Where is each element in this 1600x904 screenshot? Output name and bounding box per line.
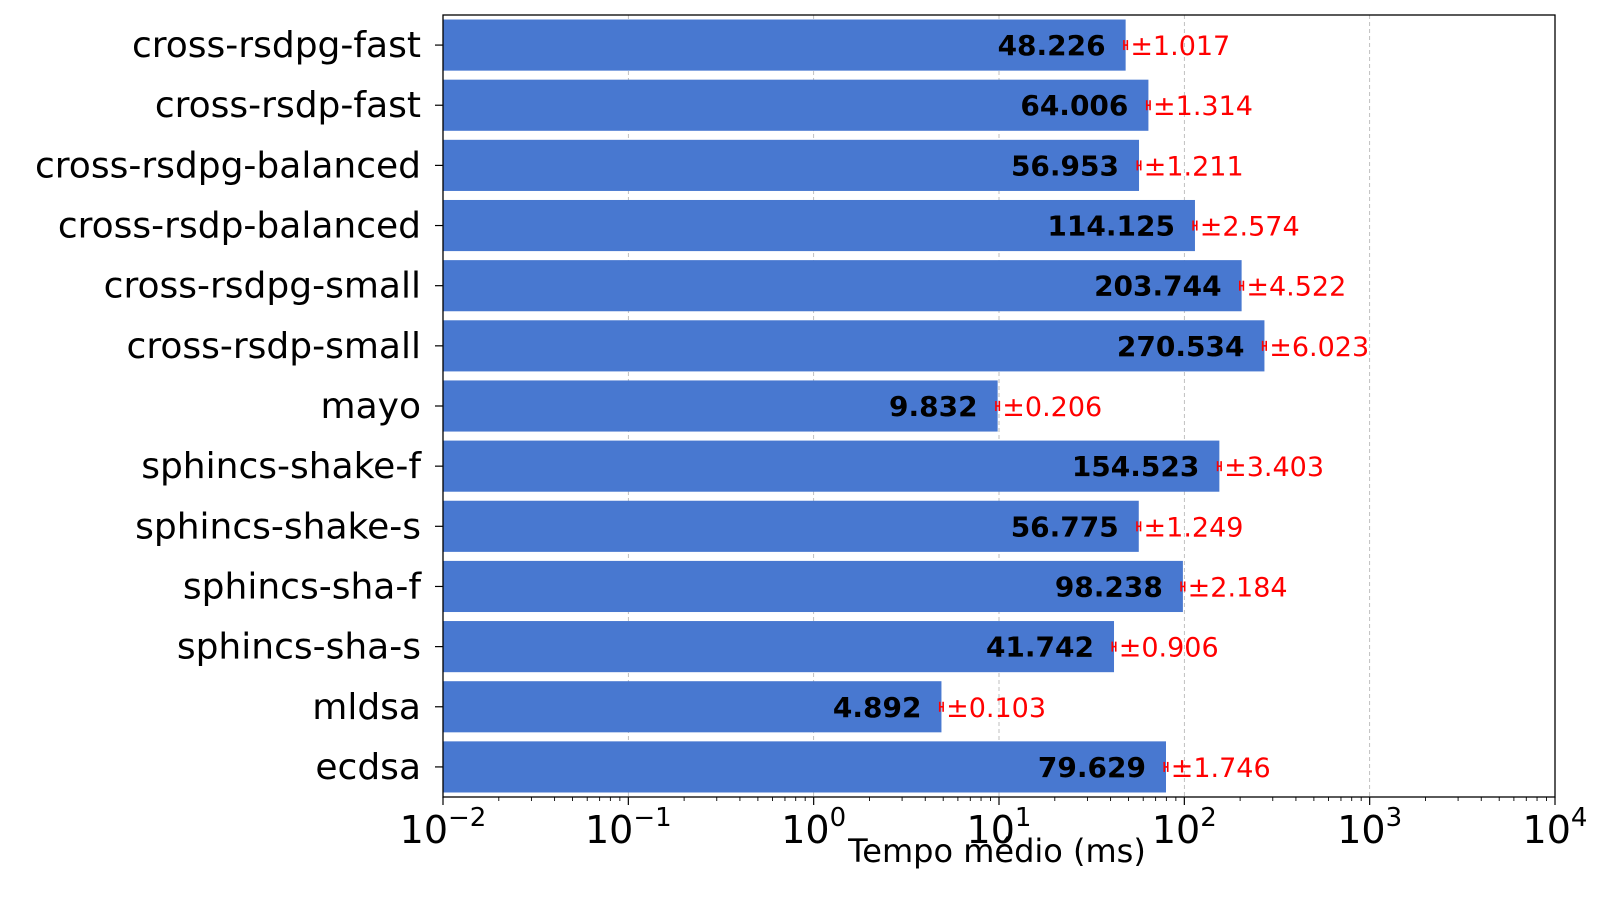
labels: 48.226 ±1.017 cross-rsdpg-fast 64.006 ±1.314… — [35, 25, 1587, 852]
error-bar-7 — [1216, 461, 1222, 472]
error-bar-5 — [1261, 340, 1268, 351]
value-label-8: 56.775 — [1011, 510, 1119, 543]
error-label-6: ±0.206 — [1002, 392, 1102, 423]
category-label-3: cross-rsdp-balanced — [58, 206, 421, 247]
x-tick-label-exponent: 2 — [1200, 803, 1217, 833]
category-label-5: cross-rsdp-small — [127, 326, 421, 367]
category-label-7: sphincs-shake-f — [141, 446, 422, 487]
x-tick-label-base: 10 — [967, 808, 1015, 852]
category-label-0: cross-rsdpg-fast — [132, 25, 421, 66]
x-tick-label-2: 100 — [781, 803, 846, 852]
error-label-12: ±1.746 — [1171, 753, 1271, 784]
error-bar-11 — [938, 701, 944, 712]
error-label-3: ±2.574 — [1200, 212, 1300, 243]
error-bar-10 — [1111, 641, 1117, 652]
x-tick-label-1: 10−1 — [585, 803, 672, 852]
error-bar-12 — [1163, 761, 1169, 772]
value-label-1: 64.006 — [1020, 89, 1128, 122]
error-bar-9 — [1180, 581, 1186, 592]
error-bar-3 — [1192, 220, 1198, 231]
bar-8 — [443, 500, 1139, 552]
bar-0 — [443, 19, 1126, 71]
bar-3 — [443, 199, 1195, 252]
x-tick-label-exponent: −1 — [633, 803, 671, 833]
x-tick-label-base: 10 — [1152, 808, 1200, 852]
error-bar-1 — [1145, 100, 1151, 111]
value-label-5: 270.534 — [1117, 330, 1245, 363]
error-label-0: ±1.017 — [1130, 31, 1230, 62]
error-label-8: ±1.249 — [1144, 512, 1244, 543]
category-label-9: sphincs-sha-f — [183, 566, 422, 607]
category-label-4: cross-rsdpg-small — [104, 266, 421, 307]
error-label-2: ±1.211 — [1144, 151, 1244, 182]
value-label-4: 203.744 — [1094, 270, 1222, 303]
category-label-8: sphincs-shake-s — [135, 506, 421, 547]
category-label-12: ecdsa — [315, 747, 421, 788]
value-label-10: 41.742 — [986, 631, 1094, 664]
bar-2 — [443, 139, 1140, 191]
error-label-9: ±2.184 — [1188, 572, 1288, 603]
value-label-6: 9.832 — [889, 390, 978, 423]
error-label-7: ±3.403 — [1224, 452, 1324, 483]
category-label-11: mldsa — [312, 687, 421, 728]
bar-7 — [443, 440, 1220, 492]
bars — [443, 19, 1268, 793]
value-label-7: 154.523 — [1072, 450, 1200, 483]
category-label-2: cross-rsdpg-balanced — [35, 145, 421, 186]
value-label-3: 114.125 — [1047, 210, 1175, 243]
x-tick-label-base: 10 — [1523, 808, 1571, 852]
bar-5 — [443, 320, 1265, 372]
value-label-11: 4.892 — [833, 691, 922, 724]
error-label-5: ±6.023 — [1269, 332, 1369, 363]
x-tick-label-0: 10−2 — [400, 803, 487, 852]
x-tick-label-exponent: 4 — [1571, 803, 1588, 833]
error-label-10: ±0.906 — [1119, 633, 1219, 664]
bar-4 — [443, 260, 1242, 312]
error-bar-6 — [995, 401, 1001, 411]
bar-1 — [443, 79, 1149, 131]
value-label-0: 48.226 — [998, 29, 1106, 62]
category-label-1: cross-rsdp-fast — [155, 85, 421, 126]
x-tick-label-4: 102 — [1152, 803, 1217, 852]
value-label-12: 79.629 — [1038, 751, 1146, 784]
bar-12 — [443, 741, 1166, 793]
bar-6 — [443, 380, 998, 432]
error-bar-0 — [1123, 40, 1129, 51]
error-label-11: ±0.103 — [946, 693, 1046, 724]
bar-10 — [443, 621, 1115, 673]
x-tick-label-base: 10 — [400, 808, 448, 852]
x-tick-label-base: 10 — [1337, 808, 1385, 852]
x-tick-label-exponent: 0 — [830, 803, 847, 833]
x-axis-label: Tempo médio (ms) — [847, 832, 1146, 870]
x-tick-label-5: 103 — [1337, 803, 1402, 852]
error-bar-8 — [1136, 521, 1142, 532]
bar-9 — [443, 560, 1183, 613]
x-tick-label-exponent: 1 — [1015, 803, 1032, 833]
x-tick-label-exponent: 3 — [1386, 803, 1403, 833]
x-tick-label-exponent: −2 — [448, 803, 486, 833]
x-tick-label-3: 101 — [967, 803, 1032, 852]
x-tick-label-6: 104 — [1523, 803, 1588, 852]
x-tick-label-base: 10 — [781, 808, 829, 852]
value-label-9: 98.238 — [1055, 570, 1163, 603]
value-label-2: 56.953 — [1011, 149, 1119, 182]
error-bar-4 — [1239, 280, 1245, 291]
plot-frame — [435, 14, 1556, 805]
category-label-6: mayo — [321, 386, 421, 427]
error-bar-2 — [1136, 160, 1142, 171]
category-label-10: sphincs-sha-s — [177, 627, 421, 668]
bar-11 — [443, 681, 942, 733]
error-label-4: ±4.522 — [1246, 272, 1346, 303]
error-label-1: ±1.314 — [1153, 91, 1253, 122]
x-tick-label-base: 10 — [585, 808, 633, 852]
